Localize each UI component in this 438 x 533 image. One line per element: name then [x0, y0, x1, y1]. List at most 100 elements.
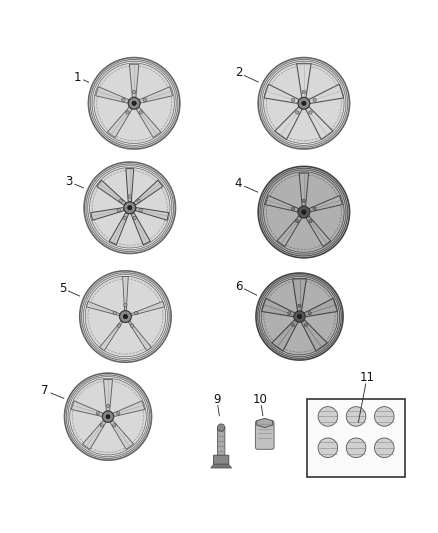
Circle shape: [374, 438, 394, 457]
Polygon shape: [123, 277, 128, 311]
Circle shape: [113, 311, 117, 314]
Circle shape: [313, 98, 316, 101]
Circle shape: [128, 98, 140, 109]
Circle shape: [132, 101, 136, 106]
Circle shape: [346, 438, 366, 457]
Polygon shape: [131, 302, 164, 316]
Circle shape: [298, 304, 301, 308]
Text: 5: 5: [59, 282, 66, 295]
FancyBboxPatch shape: [218, 427, 225, 457]
Polygon shape: [110, 421, 134, 449]
Circle shape: [260, 59, 348, 147]
Circle shape: [124, 304, 127, 307]
Circle shape: [117, 324, 120, 327]
Circle shape: [117, 412, 120, 415]
Circle shape: [313, 207, 316, 211]
Circle shape: [84, 162, 176, 254]
Polygon shape: [265, 196, 299, 212]
Circle shape: [258, 275, 341, 358]
Circle shape: [68, 377, 148, 457]
Circle shape: [288, 312, 291, 315]
Circle shape: [318, 438, 338, 457]
Circle shape: [258, 166, 350, 258]
Circle shape: [102, 411, 114, 422]
Polygon shape: [139, 87, 173, 103]
Circle shape: [123, 216, 127, 220]
Text: 6: 6: [235, 280, 242, 293]
Polygon shape: [297, 64, 311, 98]
Circle shape: [66, 375, 150, 458]
Text: 11: 11: [360, 371, 374, 384]
Circle shape: [81, 273, 170, 360]
Circle shape: [291, 207, 295, 211]
Polygon shape: [134, 180, 163, 205]
Polygon shape: [299, 173, 309, 206]
Circle shape: [262, 61, 346, 146]
FancyBboxPatch shape: [214, 455, 229, 465]
Circle shape: [302, 210, 306, 214]
Circle shape: [302, 199, 306, 203]
Circle shape: [346, 407, 366, 426]
Polygon shape: [109, 213, 128, 245]
Polygon shape: [71, 401, 103, 416]
Circle shape: [131, 324, 134, 327]
Polygon shape: [129, 64, 139, 97]
Circle shape: [119, 199, 123, 203]
Circle shape: [117, 208, 120, 212]
Polygon shape: [257, 418, 272, 427]
Circle shape: [258, 58, 350, 149]
Circle shape: [86, 164, 173, 252]
Circle shape: [137, 199, 140, 203]
Circle shape: [90, 59, 178, 147]
Circle shape: [297, 314, 301, 319]
Text: 10: 10: [253, 393, 268, 406]
Polygon shape: [131, 213, 150, 245]
Polygon shape: [128, 321, 151, 351]
Circle shape: [302, 101, 306, 106]
Circle shape: [94, 63, 174, 143]
Polygon shape: [293, 279, 306, 311]
Polygon shape: [275, 107, 302, 140]
Circle shape: [64, 373, 152, 460]
Circle shape: [126, 111, 129, 114]
Circle shape: [88, 58, 180, 149]
Text: 1: 1: [74, 71, 81, 84]
Polygon shape: [301, 320, 327, 351]
Circle shape: [139, 208, 142, 212]
Circle shape: [261, 278, 338, 355]
Circle shape: [256, 273, 343, 360]
Circle shape: [92, 61, 176, 146]
Circle shape: [309, 111, 312, 114]
Polygon shape: [82, 421, 106, 449]
Circle shape: [302, 90, 306, 94]
Circle shape: [100, 424, 103, 427]
Polygon shape: [136, 107, 161, 138]
Circle shape: [262, 170, 346, 254]
Circle shape: [106, 415, 110, 418]
Circle shape: [304, 324, 307, 327]
Circle shape: [124, 202, 136, 214]
Polygon shape: [91, 207, 124, 220]
Circle shape: [128, 206, 132, 210]
Polygon shape: [86, 302, 120, 316]
Circle shape: [294, 311, 305, 322]
Polygon shape: [264, 84, 299, 103]
Circle shape: [260, 168, 348, 256]
Polygon shape: [97, 180, 126, 205]
Polygon shape: [277, 216, 302, 246]
Circle shape: [264, 172, 344, 252]
Polygon shape: [306, 216, 331, 246]
Circle shape: [309, 220, 312, 223]
Polygon shape: [211, 464, 232, 468]
Circle shape: [218, 424, 225, 431]
Polygon shape: [309, 196, 343, 212]
Circle shape: [298, 206, 310, 218]
Polygon shape: [107, 107, 132, 138]
Circle shape: [122, 98, 125, 101]
Circle shape: [88, 166, 172, 250]
Circle shape: [96, 412, 99, 415]
Circle shape: [80, 271, 171, 362]
Circle shape: [124, 314, 127, 319]
Circle shape: [106, 405, 110, 408]
Text: 7: 7: [41, 384, 49, 397]
